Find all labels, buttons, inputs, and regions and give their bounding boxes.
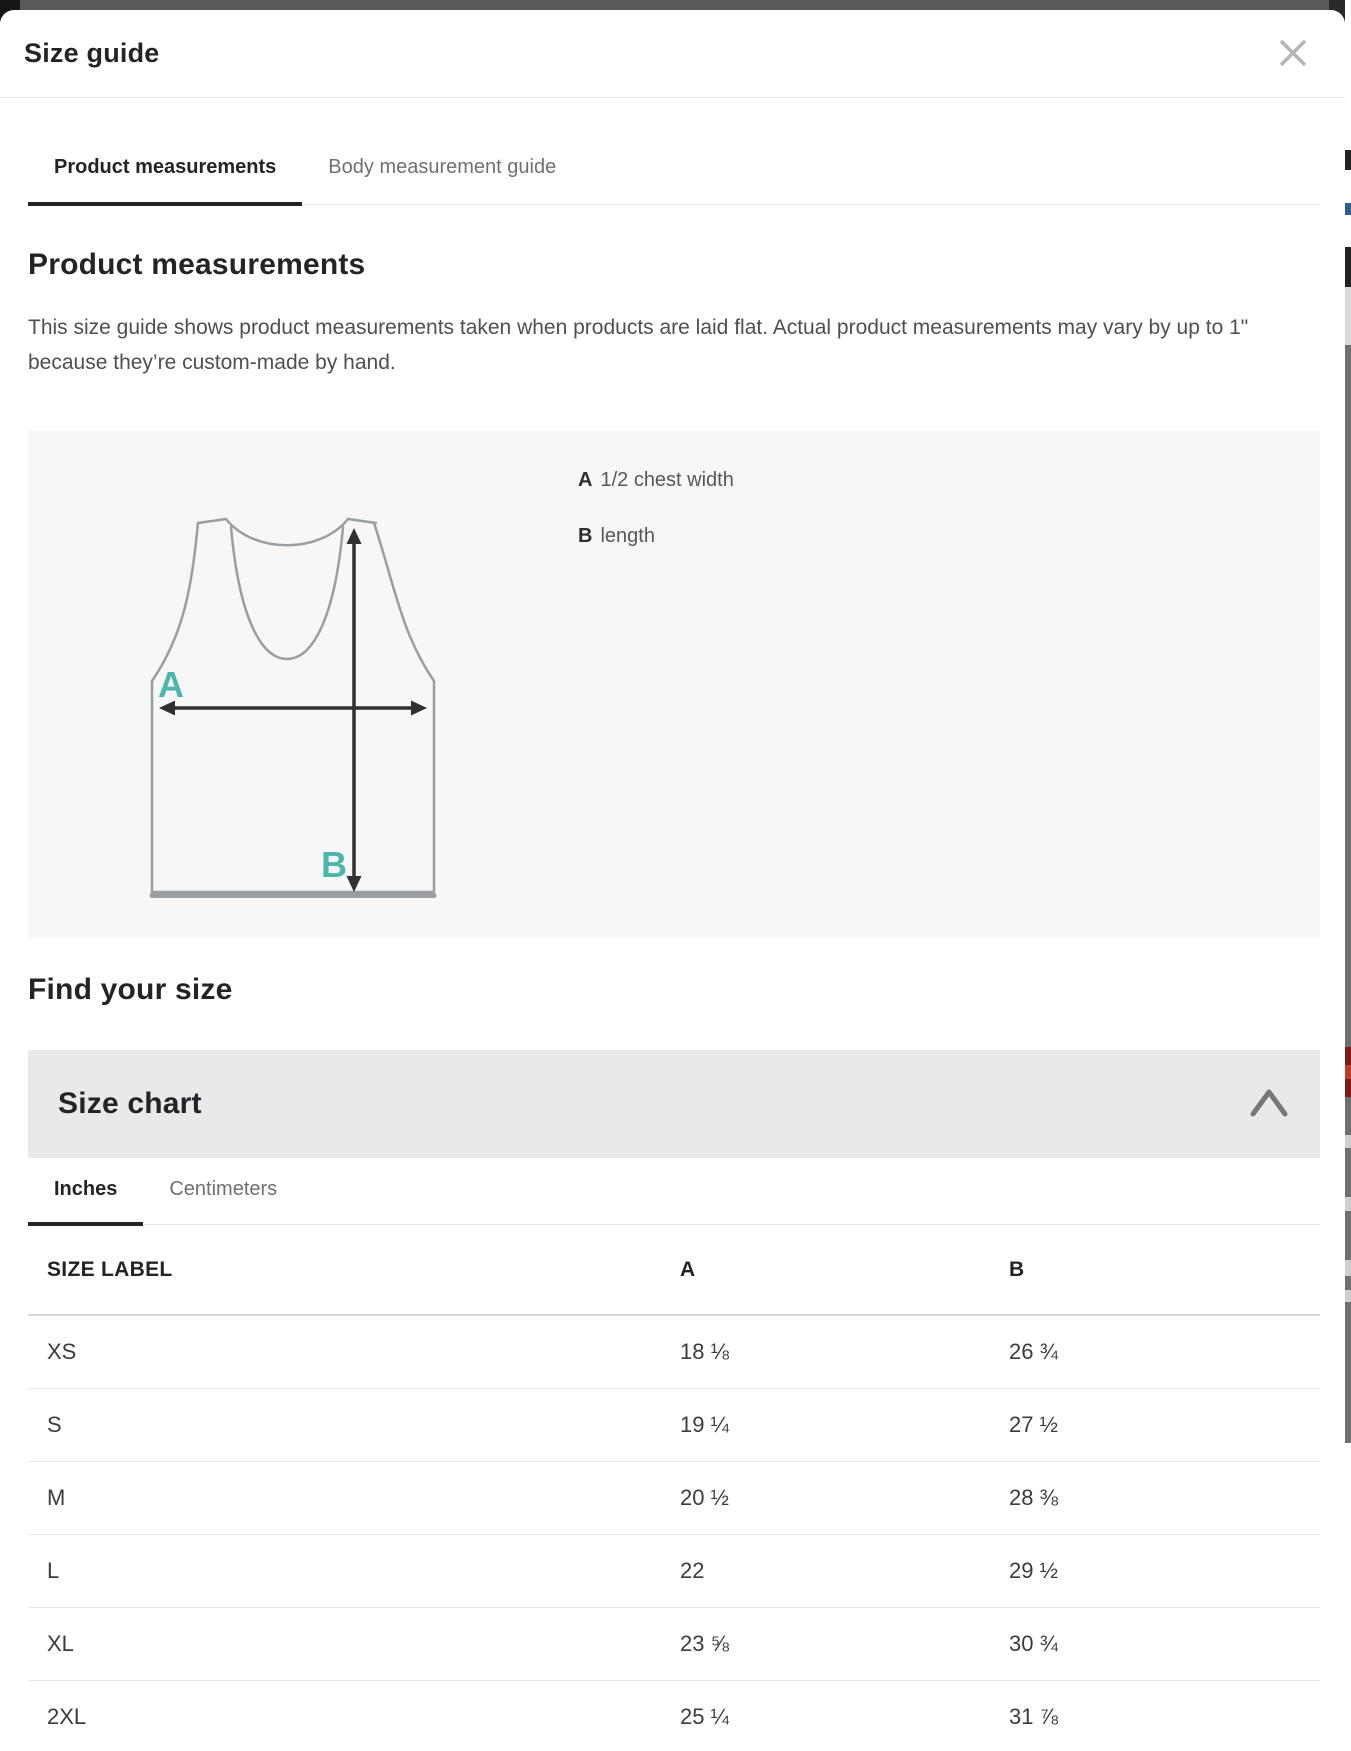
background-fragment <box>1345 1065 1351 1079</box>
background-fragment <box>1345 247 1351 287</box>
table-row: M 20 ½ 28 ⅜ <box>28 1462 1320 1535</box>
cell-a: 25 ¼ <box>680 1704 729 1729</box>
size-guide-modal: Size guide Product measurements Body mea… <box>0 10 1345 1751</box>
legend-key-a: A <box>578 469 593 491</box>
size-chart-toggle[interactable]: Size chart <box>28 1050 1320 1158</box>
table-row: L 22 29 ½ <box>28 1535 1320 1608</box>
tab-product-measurements[interactable]: Product measurements <box>28 140 303 206</box>
background-fragment <box>1345 1197 1351 1211</box>
table-row: S 19 ¼ 27 ½ <box>28 1389 1320 1462</box>
legend-label-b: length <box>600 525 655 547</box>
background-fragment <box>1345 203 1351 215</box>
section-heading: Product measurements <box>28 248 366 281</box>
modal-header: Size guide <box>0 10 1345 98</box>
cell-a: 18 ⅛ <box>680 1339 729 1364</box>
marker-b-label: B <box>321 844 347 885</box>
cell-b: 30 ¾ <box>1009 1631 1058 1656</box>
unit-tabbar: Inches Centimeters <box>28 1158 1320 1226</box>
chevron-up-icon <box>1248 1086 1290 1123</box>
table-row: XS 18 ⅛ 26 ¾ <box>28 1316 1320 1389</box>
cell-b: 28 ⅜ <box>1009 1485 1058 1510</box>
background-fragment <box>1345 1260 1351 1276</box>
measure-arrow-b <box>346 528 362 892</box>
cell-a: 19 ¼ <box>680 1412 729 1437</box>
legend-key-b: B <box>578 525 593 547</box>
background-page-top-strip <box>0 0 1351 10</box>
cell-b: 29 ½ <box>1009 1558 1058 1583</box>
column-header-size-label: SIZE LABEL <box>47 1257 173 1281</box>
legend-label-a: 1/2 chest width <box>600 469 734 491</box>
background-fragment <box>1345 1135 1351 1148</box>
background-fragment <box>1345 287 1351 345</box>
background-page-right-strip <box>1345 0 1351 1751</box>
section-description: This size guide shows product measuremen… <box>28 316 1249 374</box>
table-row: 2XL 25 ¼ 31 ⅞ <box>28 1681 1320 1751</box>
close-icon <box>1278 38 1308 71</box>
modal-content: Product measurements Body measurement gu… <box>0 140 1345 1751</box>
table-row: XL 23 ⅝ 30 ¾ <box>28 1608 1320 1681</box>
tab-centimeters[interactable]: Centimeters <box>143 1158 303 1225</box>
legend-item-a: A 1/2 chest width <box>578 467 734 493</box>
cell-a: 22 <box>680 1558 705 1583</box>
cell-b: 26 ¾ <box>1009 1339 1058 1364</box>
background-product-image-edge <box>1345 345 1351 1443</box>
cell-size: XS <box>47 1339 77 1364</box>
cell-size: M <box>47 1485 66 1510</box>
size-chart-title: Size chart <box>58 1087 202 1120</box>
cell-a: 20 ½ <box>680 1485 729 1510</box>
marker-a-label: A <box>158 664 184 705</box>
find-your-size-heading: Find your size <box>28 973 233 1006</box>
tank-top-outline <box>149 517 437 898</box>
cell-size: L <box>47 1558 60 1583</box>
cell-a: 23 ⅝ <box>680 1631 729 1656</box>
tank-top-diagram: A B <box>149 517 437 898</box>
cell-size: S <box>47 1412 62 1437</box>
cell-size: XL <box>47 1631 74 1656</box>
cell-b: 31 ⅞ <box>1009 1704 1058 1729</box>
table-header-row: SIZE LABEL A B <box>28 1225 1320 1316</box>
modal-title: Size guide <box>24 38 160 68</box>
column-header-a: A <box>680 1257 696 1281</box>
cell-size: 2XL <box>47 1704 87 1729</box>
cell-b: 27 ½ <box>1009 1412 1058 1437</box>
column-header-b: B <box>1009 1257 1025 1281</box>
size-chart-table: SIZE LABEL A B XS 18 ⅛ 26 ¾ S 19 ¼ 27 ½ … <box>28 1225 1320 1751</box>
measurement-tabbar: Product measurements Body measurement gu… <box>28 140 1320 206</box>
measure-arrow-a <box>159 700 427 716</box>
background-fragment <box>1345 150 1351 170</box>
close-button[interactable] <box>1273 34 1313 74</box>
background-fragment <box>1345 1290 1351 1302</box>
tab-body-measurement-guide[interactable]: Body measurement guide <box>302 140 582 205</box>
tab-inches[interactable]: Inches <box>28 1158 144 1226</box>
